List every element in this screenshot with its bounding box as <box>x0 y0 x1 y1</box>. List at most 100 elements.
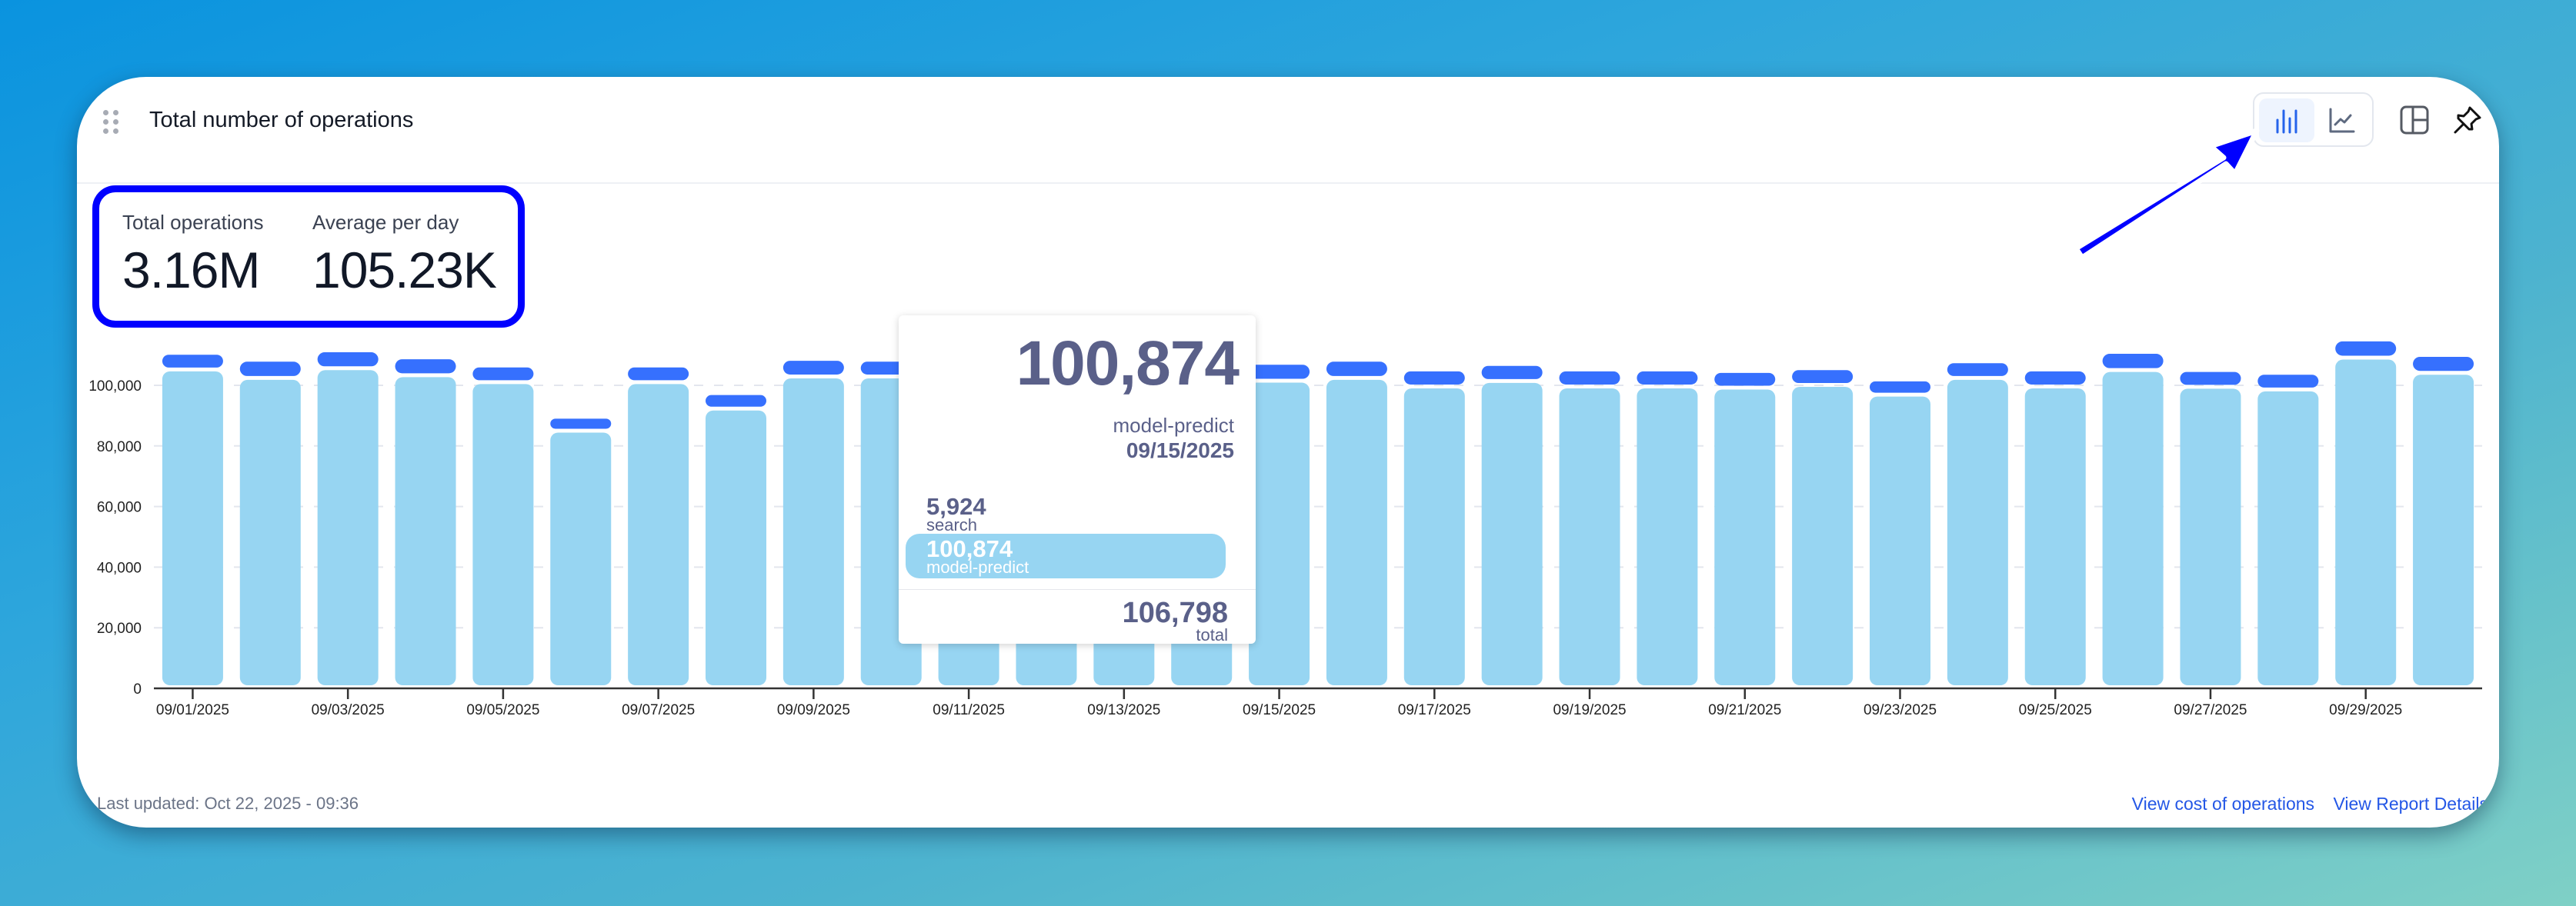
bar-search <box>1870 381 1930 393</box>
bar-search <box>162 355 223 368</box>
tooltip-row-name: search <box>926 515 978 535</box>
x-tick-label: 09/29/2025 <box>2329 702 2402 718</box>
bar-search <box>1714 372 1776 386</box>
bar-search <box>239 361 301 376</box>
bar-search <box>1481 365 1543 379</box>
bar-search <box>2180 371 2241 385</box>
view-cost-link[interactable]: View cost of operations <box>2131 794 2315 814</box>
bar-model-predict <box>2335 359 2397 685</box>
line-chart-icon <box>2329 108 2355 132</box>
bar-model-predict <box>472 384 534 685</box>
tooltip-row-value: 100,874 <box>926 535 1013 562</box>
bar-search <box>1637 371 1698 385</box>
bar-search <box>2102 354 2164 368</box>
tooltip-total: 106,798 total <box>1123 598 1228 643</box>
bar-chart-view-button[interactable] <box>2259 98 2314 142</box>
footer-links: View cost of operations View Report Deta… <box>2118 794 2488 814</box>
tooltip-value: 100,874 <box>1016 328 1240 398</box>
bar-search <box>1326 361 1387 376</box>
bar-model-predict <box>395 377 456 685</box>
operations-card: Total number of operations <box>77 77 2499 828</box>
tooltip-divider <box>899 589 1256 590</box>
tooltip-total-value: 106,798 <box>1122 597 1228 629</box>
x-tick-label: 09/23/2025 <box>1864 702 1937 718</box>
bar-model-predict <box>2102 371 2164 685</box>
bar-model-predict <box>2180 388 2241 685</box>
bar-chart-icon <box>2276 109 2297 133</box>
bar-search <box>628 367 689 381</box>
tooltip-total-label: total <box>1196 625 1228 645</box>
stat-value: 105.23K <box>312 241 497 298</box>
bar-search <box>317 352 379 367</box>
bar-model-predict <box>628 384 689 685</box>
bar-search <box>2413 356 2474 371</box>
x-tick-label: 09/09/2025 <box>777 702 850 718</box>
pin-button[interactable] <box>2448 100 2488 140</box>
line-chart-view-button[interactable] <box>2314 98 2370 142</box>
bar-search <box>550 418 612 429</box>
chart-tooltip: 100,874 model-predict 09/15/2025 5,924 s… <box>899 315 1256 644</box>
x-tick-label: 09/03/2025 <box>312 702 385 718</box>
tooltip-row-search: 5,924 search <box>926 493 986 535</box>
bar-model-predict <box>2413 375 2474 685</box>
x-tick-label: 09/13/2025 <box>1087 702 1160 718</box>
tooltip-row-model-predict: 100,874 model-predict <box>926 535 1029 575</box>
view-report-details-link[interactable]: View Report Details <box>2333 794 2488 814</box>
tooltip-highlight <box>906 534 1226 578</box>
bar-search <box>2335 341 2397 356</box>
bar-model-predict <box>1947 379 2008 685</box>
x-tick-label: 09/05/2025 <box>466 702 539 718</box>
bar-search <box>2257 375 2319 388</box>
x-tick-label: 09/19/2025 <box>1553 702 1626 718</box>
x-tick-label: 09/17/2025 <box>1398 702 1471 718</box>
x-tick-label: 09/27/2025 <box>2174 702 2247 718</box>
stats-summary: Total operations 3.16M Average per day 1… <box>92 185 525 328</box>
drag-handle-icon[interactable] <box>103 110 118 134</box>
y-tick-label: 20,000 <box>97 621 142 637</box>
bar-search <box>1559 371 1620 385</box>
y-tick-label: 100,000 <box>88 378 142 395</box>
card-title: Total number of operations <box>149 108 414 132</box>
bar-model-predict <box>550 432 612 685</box>
y-tick-label: 80,000 <box>97 439 142 455</box>
x-tick-label: 09/21/2025 <box>1708 702 1781 718</box>
bar-model-predict <box>1326 379 1387 685</box>
tooltip-row-value: 5,924 <box>926 493 986 520</box>
tooltip-date: 09/15/2025 <box>1126 438 1234 462</box>
bar-search <box>2024 371 2086 385</box>
last-updated: Last updated: Oct 22, 2025 - 09:36 <box>97 794 359 813</box>
bar-model-predict <box>706 410 766 685</box>
bar-model-predict <box>1481 382 1543 685</box>
y-tick-label: 60,000 <box>97 500 142 516</box>
bar-model-predict <box>1792 386 1854 685</box>
bar-model-predict <box>1559 388 1620 685</box>
x-tick-label: 09/01/2025 <box>156 702 229 718</box>
bar-model-predict <box>317 370 379 685</box>
y-tick-label: 0 <box>133 681 142 698</box>
bar-model-predict <box>2024 388 2086 685</box>
stat-label: Total operations <box>122 211 264 234</box>
bar-model-predict <box>1403 388 1465 685</box>
bar-model-predict <box>1249 382 1310 685</box>
card-header: Total number of operations <box>77 77 2499 184</box>
x-tick-label: 09/07/2025 <box>622 702 695 718</box>
chart-type-toggle <box>2253 92 2374 147</box>
stat-total-operations: Total operations 3.16M <box>122 211 264 299</box>
bar-model-predict <box>1637 388 1698 685</box>
bar-model-predict <box>1714 389 1776 685</box>
bar-search <box>1792 370 1854 383</box>
tooltip-series: model-predict <box>1113 414 1234 437</box>
bar-model-predict <box>782 378 844 685</box>
bar-search <box>706 395 766 407</box>
bar-search <box>395 359 456 374</box>
layout-button[interactable] <box>2394 100 2434 140</box>
bar-search <box>1403 371 1465 385</box>
pin-icon <box>2454 106 2481 134</box>
bar-search <box>472 367 534 381</box>
stat-value: 3.16M <box>122 241 260 298</box>
x-tick-label: 09/15/2025 <box>1243 702 1316 718</box>
bar-model-predict <box>2257 391 2319 685</box>
bar-search <box>1249 365 1310 379</box>
stat-label: Average per day <box>312 211 459 234</box>
operations-bar-chart: 0 20,000 40,000 60,000 80,000 100,000 09/01/20… <box>88 341 2482 718</box>
